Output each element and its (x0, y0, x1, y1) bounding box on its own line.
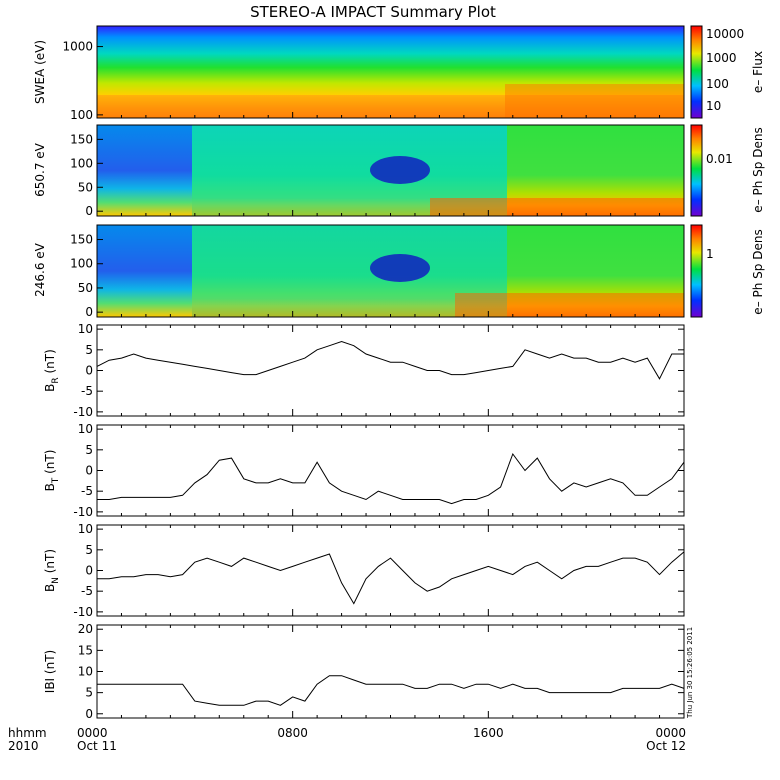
y-tick-label: 0 (85, 564, 93, 578)
spectrogram-y-tick-label: 1000 (62, 40, 93, 54)
y-tick-label: 10 (78, 422, 93, 436)
y-tick-label: 0 (85, 707, 93, 721)
colorbar-pad-650-gradient (690, 124, 703, 217)
line-panel-4: 0 5 10 15 20 IBI (nT) (43, 622, 685, 721)
magnetic-field-panels: -10 -5 0 5 10 BR (nT) -10 -5 0 5 10 BT (nT) -10 -5 0 5 1… (43, 322, 685, 721)
spectrogram-y-tick-label: 150 (70, 233, 93, 247)
swea-hot-band (97, 95, 684, 118)
pad-650-early-blue (97, 125, 192, 216)
field-trace-line (97, 452, 685, 505)
line-panel-y-label: BT (nT) (43, 450, 61, 492)
line-panel-y-label: IBI (nT) (43, 650, 57, 693)
spectrogram-y-tick-label: 50 (78, 180, 93, 194)
colorbar-swea-tick: 1000 (706, 51, 737, 65)
time-tick-label: 0800 (277, 726, 308, 740)
colorbar-pad-650-tick: 0.01 (706, 152, 733, 166)
colorbar-pad-246: 1 e– Ph Sp Dens (690, 224, 765, 318)
spectrogram-y-tick-label: 0 (85, 204, 93, 218)
spectrogram-y-tick-label: 150 (70, 132, 93, 146)
plot-title: STEREO-A IMPACT Summary Plot (250, 3, 496, 21)
y-tick-label: -5 (81, 484, 93, 498)
colorbar-swea-gradient (690, 25, 703, 119)
colorbar-swea: 10 100 1000 10000 e– Flux (690, 25, 765, 119)
swea-spectrogram-panel: SWEA (eV) (33, 25, 685, 119)
field-trace-line (97, 675, 685, 706)
y-tick-label: 20 (78, 622, 93, 636)
spectrogram-y-tick-label: 0 (85, 305, 93, 319)
pad-246-y-label: 246.6 eV (33, 242, 47, 297)
pad-246-dropout (370, 254, 430, 282)
y-tick-label: -10 (73, 505, 93, 519)
y-tick-label: -5 (81, 384, 93, 398)
line-panel-y-label: BR (nT) (43, 349, 61, 392)
swea-hot-region (505, 84, 684, 118)
time-tick-label: 1600 (473, 726, 504, 740)
pad-650-y-label: 650.7 eV (33, 142, 47, 197)
time-tick-sublabel: Oct 12 (646, 739, 686, 753)
colorbar-swea-label: e– Flux (751, 51, 765, 93)
time-tick-sublabel: Oct 11 (77, 739, 117, 753)
line-panel-frame (96, 624, 685, 719)
spectrogram-y-tick-label: 50 (78, 281, 93, 295)
colorbar-swea-tick: 10000 (706, 27, 744, 41)
pad-246-cyan-region (192, 225, 507, 317)
y-tick-label: 5 (85, 686, 93, 700)
y-tick-label: 5 (85, 543, 93, 557)
field-trace-line (96, 340, 684, 380)
line-panel-1: -10 -5 0 5 10 BR (nT) (43, 322, 685, 419)
pad-246-early-blue (97, 225, 192, 317)
y-tick-label: 0 (85, 364, 93, 378)
pad-246-spectrogram-panel: 246.6 eV (33, 224, 685, 318)
y-tick-label: 5 (85, 443, 93, 457)
colorbar-pad-246-label: e– Ph Sp Dens (751, 229, 765, 314)
spectrogram-y-tick-label: 100 (70, 156, 93, 170)
pad-650-strahl (430, 198, 684, 216)
line-panel-frame (96, 424, 685, 517)
colorbar-swea-tick: 100 (706, 77, 729, 91)
colorbar-swea-tick: 10 (706, 99, 721, 113)
y-tick-label: 10 (78, 665, 93, 679)
y-tick-label: 5 (85, 343, 93, 357)
swea-y-label: SWEA (eV) (33, 40, 47, 104)
field-trace-line (97, 551, 685, 605)
line-panel-3: -10 -5 0 5 10 BN (nT) (43, 522, 685, 619)
line-panel-y-label: BN (nT) (43, 549, 61, 592)
time-tick-label: 0000 (77, 726, 108, 740)
spectrogram-y-tick-label: 100 (70, 257, 93, 271)
colorbar-pad-246-gradient (690, 224, 703, 318)
y-tick-label: 15 (78, 643, 93, 657)
y-tick-label: -5 (81, 584, 93, 598)
y-tick-label: -10 (73, 405, 93, 419)
pad-246-strahl (455, 293, 684, 317)
pad-650-spectrogram-panel: 650.7 eV (33, 124, 685, 217)
colorbar-pad-246-tick: 1 (706, 247, 714, 261)
y-tick-label: 10 (78, 322, 93, 336)
y-tick-label: 10 (78, 522, 93, 536)
generation-timestamp: Thu Jun 30 15:26:05 2011 (686, 627, 694, 719)
line-panel-frame (96, 524, 685, 617)
spectrogram-y-tick-label: 100 (70, 108, 93, 122)
time-tick-label: 0000 (655, 726, 686, 740)
time-axis-corner-label: 2010 (8, 739, 39, 753)
pad-650-dropout (370, 156, 430, 184)
colorbar-pad-650-label: e– Ph Sp Dens (751, 127, 765, 212)
line-panel-2: -10 -5 0 5 10 BT (nT) (43, 422, 685, 519)
line-panel-frame (96, 324, 685, 417)
colorbar-pad-650: 0.01 e– Ph Sp Dens (690, 124, 765, 217)
time-axis-corner-label: hhmm (8, 726, 47, 740)
y-tick-label: 0 (85, 464, 93, 478)
y-tick-label: -10 (73, 605, 93, 619)
